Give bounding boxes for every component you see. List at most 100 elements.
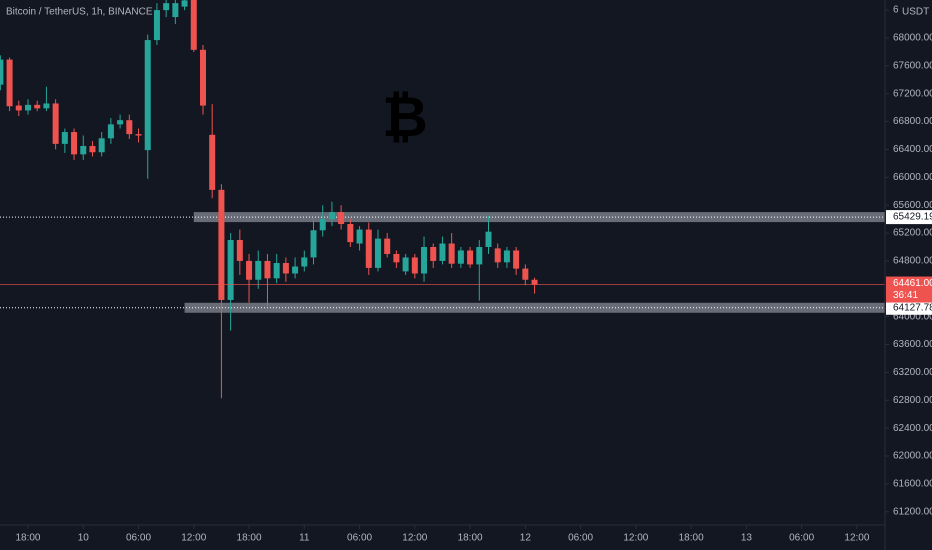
candle-body (292, 266, 299, 274)
level-label: 65429.19 (893, 212, 932, 223)
candle-body (328, 212, 335, 220)
y-tick-label: 64800.00 (893, 256, 932, 267)
level-label: 64127.78 (893, 302, 932, 313)
candle-body (310, 230, 317, 258)
x-tick-label: 18:00 (458, 533, 483, 544)
candle-body (227, 240, 234, 300)
y-tick-label: 65600.00 (893, 200, 932, 211)
candle-body (126, 120, 133, 135)
candle-body (347, 224, 354, 243)
candle-body (411, 257, 418, 274)
y-tick-label: 66400.00 (893, 144, 932, 155)
candle-body (163, 3, 170, 11)
candle-body (374, 238, 381, 268)
y-tick-label: 62400.00 (893, 423, 932, 434)
candle-body (255, 260, 262, 280)
plot-area: ₿ (0, 0, 885, 399)
candle-body (365, 229, 372, 268)
y-tick-label: 62800.00 (893, 395, 932, 406)
countdown: 36:41 (893, 290, 918, 301)
candle-body (153, 10, 160, 41)
candle-body (522, 268, 529, 280)
y-tick-label: 66800.00 (893, 116, 932, 127)
candle-body (319, 219, 326, 231)
candle-body (476, 246, 483, 265)
level-label-box (886, 210, 932, 225)
x-tick-label: 13 (741, 533, 753, 544)
y-tick-label: 64000.00 (893, 311, 932, 322)
candle-body (199, 49, 206, 106)
candle-body (34, 104, 41, 109)
candle-body (531, 279, 538, 285)
candle-body (282, 263, 289, 274)
candle-body (144, 40, 151, 151)
axes: 61200.00 61600.00 62000.00 62400.00 62800.00… (15, 3, 932, 544)
x-tick-label: 12 (520, 533, 532, 544)
y-tick-label: 65200.00 (893, 228, 932, 239)
candle-body (273, 263, 280, 279)
candle-body (172, 3, 179, 18)
candle-body (218, 189, 225, 300)
candle-body (0, 59, 4, 85)
chart-title: Bitcoin / TetherUS, 1h, BINANCE (6, 7, 153, 18)
candle-body (448, 243, 455, 264)
candle-body (421, 246, 428, 274)
candle-body (246, 260, 253, 280)
x-tick-label: 12:00 (181, 533, 206, 544)
candle-body (15, 105, 22, 111)
candle-body (181, 0, 188, 7)
candle-body (6, 59, 13, 107)
candle-body (135, 134, 142, 136)
unit-box (898, 3, 932, 20)
candle-body (61, 132, 68, 144)
candle-body (430, 246, 437, 261)
candle-body (24, 104, 31, 111)
y-tick-label: 66000.00 (893, 172, 932, 183)
y-tick-label: 63200.00 (893, 367, 932, 378)
candle-body (71, 132, 78, 155)
candle-body (264, 260, 271, 279)
candle-body (393, 253, 400, 263)
candle-body (494, 248, 501, 263)
candle-body (209, 134, 216, 190)
candle-body (107, 124, 114, 139)
x-tick-label: 12:00 (623, 533, 648, 544)
x-tick-label: 06:00 (126, 533, 151, 544)
candle-body (457, 250, 464, 264)
x-tick-label: 06:00 (789, 533, 814, 544)
y-tick-label: 63600.00 (893, 339, 932, 350)
candle-body (356, 229, 363, 244)
y-tick-label: 62000.00 (893, 451, 932, 462)
x-tick-label: 18:00 (679, 533, 704, 544)
last-price-box (886, 276, 932, 303)
candle-body (98, 138, 105, 153)
candle-body (190, 0, 197, 50)
level-label-box (886, 300, 932, 315)
x-tick-label: 12:00 (402, 533, 427, 544)
candle-body (513, 250, 520, 269)
x-tick-label: 12:00 (844, 533, 869, 544)
candle-body (89, 145, 96, 153)
y-tick-label: 67200.00 (893, 88, 932, 99)
candle-body (467, 250, 474, 265)
candle-body (503, 250, 510, 263)
candle-body (43, 103, 50, 109)
candle-body (402, 257, 409, 272)
x-tick-label: 18:00 (237, 533, 262, 544)
y-tick-label: 68000.00 (893, 33, 932, 44)
candle-body (301, 257, 308, 267)
y-tick-label: 61600.00 (893, 479, 932, 490)
x-tick-label: 06:00 (347, 533, 372, 544)
level-zone (193, 212, 885, 223)
candle-body (338, 212, 345, 225)
candle-body (384, 238, 391, 254)
candle-body (236, 240, 243, 261)
watermark: ₿ (382, 85, 428, 148)
x-tick-label: 11 (299, 533, 310, 544)
y-tick-label: 67600.00 (893, 60, 932, 71)
candle-body (439, 243, 446, 261)
last-price-label: 64461.00 (893, 278, 932, 289)
candle-body (117, 120, 124, 125)
